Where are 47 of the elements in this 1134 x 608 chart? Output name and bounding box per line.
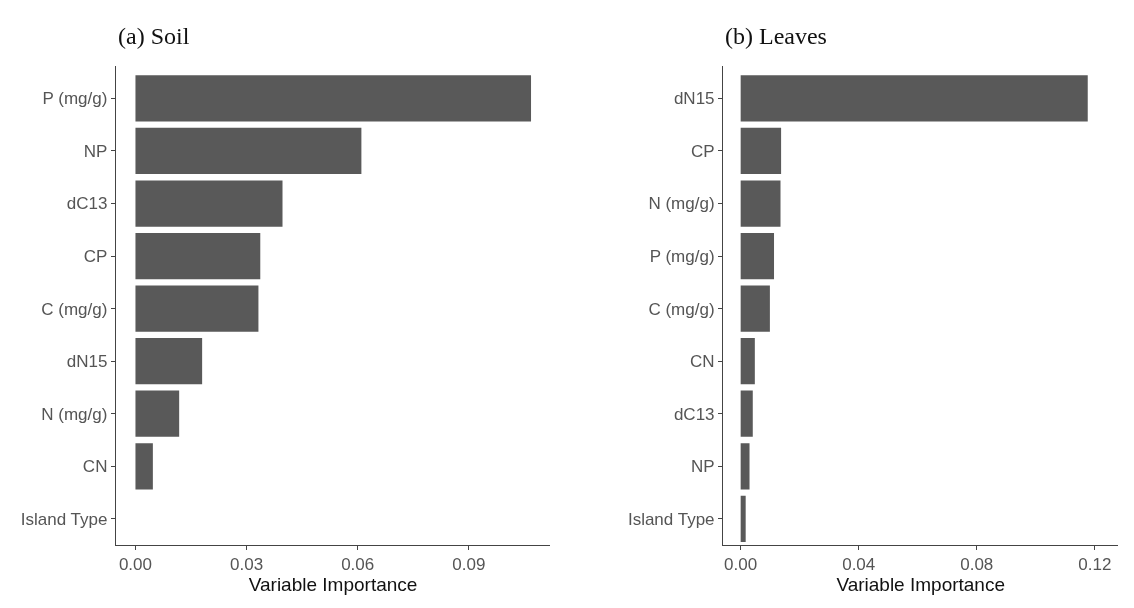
y-tick-label: C (mg/g) [41, 299, 108, 319]
x-tick-label: 0.00 [724, 555, 758, 575]
bar [740, 180, 781, 227]
y-tick-label: dN15 [66, 352, 108, 372]
bar [135, 338, 203, 385]
y-tick-label: CN [82, 457, 108, 477]
y-tick-label: dC13 [673, 404, 715, 424]
bar [740, 127, 782, 175]
x-tick-label: 0.04 [842, 555, 876, 575]
bar [740, 390, 753, 437]
y-tick-label: Island Type [627, 509, 715, 529]
y-tick-label: P (mg/g) [42, 89, 108, 109]
bar [740, 443, 750, 490]
bar [135, 127, 362, 175]
y-tick-label: C (mg/g) [648, 299, 715, 319]
bar [740, 495, 746, 542]
y-tick-label: NP [690, 457, 715, 477]
bar [135, 180, 283, 227]
x-axis-title: Variable Importance [248, 574, 418, 596]
bar [135, 75, 532, 122]
y-tick-label: dN15 [673, 89, 715, 109]
x-axis-title: Variable Importance [836, 574, 1006, 596]
y-tick-label: CP [690, 141, 715, 161]
x-tick-label: 0.08 [960, 555, 994, 575]
y-tick-label: dC13 [66, 194, 108, 214]
chart-title: (a) Soil [118, 23, 190, 49]
y-tick-label: NP [83, 141, 108, 161]
y-tick-label: N (mg/g) [41, 404, 108, 424]
y-tick-label: N (mg/g) [648, 194, 715, 214]
x-tick-label: 0.12 [1078, 555, 1112, 575]
x-tick-label: 0.09 [452, 555, 486, 575]
bar [740, 285, 770, 332]
bar [740, 75, 1088, 122]
y-tick-label: Island Type [20, 509, 108, 529]
bar [740, 338, 755, 385]
bar [135, 232, 261, 280]
y-tick-label: P (mg/g) [649, 247, 715, 267]
y-tick-label: CN [690, 352, 715, 372]
y-tick-label: CP [83, 247, 108, 267]
bar [135, 443, 153, 490]
x-tick-label: 0.00 [118, 555, 153, 575]
chart-title: (b) Leaves [725, 23, 827, 49]
bar [740, 232, 775, 280]
bar [135, 285, 259, 332]
bar [135, 390, 180, 437]
x-tick-label: 0.03 [230, 555, 264, 575]
x-tick-label: 0.06 [341, 555, 375, 575]
